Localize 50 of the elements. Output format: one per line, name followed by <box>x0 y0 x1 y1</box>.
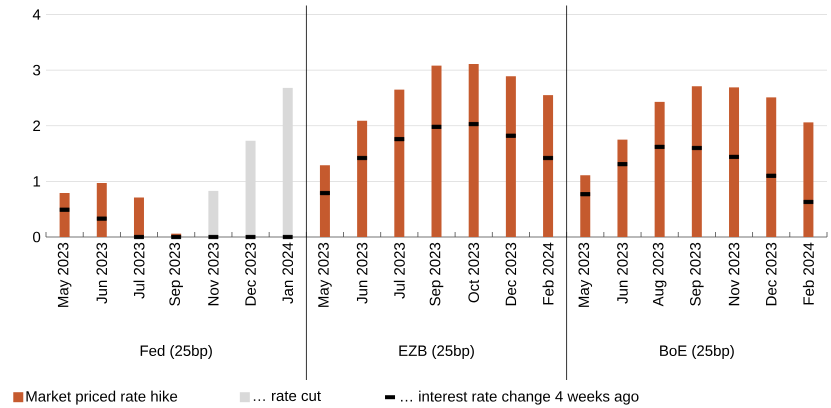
x-tick-label: May 2023 <box>318 242 332 307</box>
bar <box>803 122 814 237</box>
bar <box>134 198 144 237</box>
text: EZB (25bp) <box>399 345 474 359</box>
y-tick-label: 1 <box>34 176 40 187</box>
x-tick-label: Jul 2023 <box>133 242 144 299</box>
y-tick-label: 4 <box>32 9 40 20</box>
bar <box>60 193 70 237</box>
bar <box>468 64 479 237</box>
y-tick-label: 0 <box>33 232 40 242</box>
y-tick-label: 2 <box>33 120 40 131</box>
x-tick-label: Jan 2024 <box>282 242 294 304</box>
y-tick-label: 3 <box>33 64 40 76</box>
x-tick-label: Jun 2023 <box>617 242 628 304</box>
bar <box>320 165 330 237</box>
x-tick-label: Jun 2023 <box>356 242 368 304</box>
x-tick-label: Oct 2023 <box>468 242 479 302</box>
x-tick-label: Nov 2023 <box>728 242 740 306</box>
x-tick-label: Aug 2023 <box>652 242 666 306</box>
bar <box>357 120 368 237</box>
x-tick-label: Nov 2023 <box>208 242 219 306</box>
x-tick-label: Dec 2023 <box>506 242 516 306</box>
legend-label: Market priced rate hike <box>26 390 178 405</box>
legend-label: … interest rate change 4 weeks ago <box>401 390 638 405</box>
x-tick-label: May 2023 <box>58 242 72 307</box>
x-tick-label: Dec 2023 <box>766 242 777 306</box>
legend-label: … rate cut <box>254 391 321 402</box>
bar <box>208 190 218 237</box>
bar <box>543 95 554 237</box>
x-tick-label: Sep 2023 <box>169 242 183 306</box>
bar <box>692 86 702 237</box>
x-tick-label: May 2023 <box>578 242 592 307</box>
x-tick-label: Sep 2023 <box>690 242 704 306</box>
bar <box>766 97 776 237</box>
bar <box>432 66 442 237</box>
bar <box>580 175 590 237</box>
bar <box>96 183 107 237</box>
bar <box>506 76 516 237</box>
text: BoE (25bp) <box>660 345 734 359</box>
x-tick-label: Feb 2024 <box>542 242 554 304</box>
x-tick-label: Feb 2024 <box>802 242 814 304</box>
bar <box>729 87 740 237</box>
bar <box>394 90 404 237</box>
bar <box>654 102 665 237</box>
x-tick-label: Sep 2023 <box>430 242 444 306</box>
bar <box>617 140 628 237</box>
x-tick-label: Dec 2023 <box>245 242 256 306</box>
x-tick-label: Jun 2023 <box>96 242 108 304</box>
text: Fed (25bp) <box>140 345 212 359</box>
x-tick-label: Jul 2023 <box>394 242 405 299</box>
